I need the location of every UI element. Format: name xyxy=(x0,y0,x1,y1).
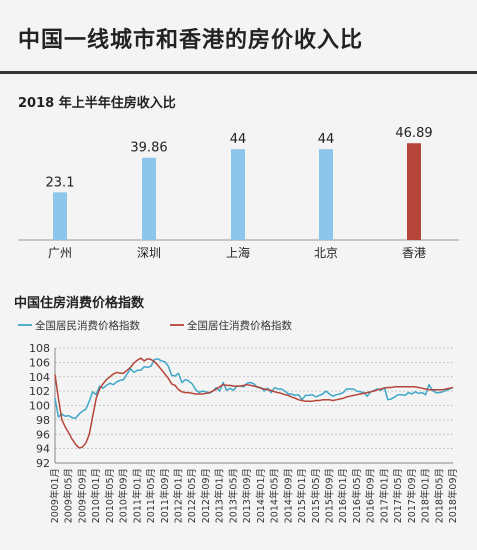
y-tick-label: 92 xyxy=(36,457,50,470)
series-line-1 xyxy=(54,358,454,420)
x-tick-label: 2012年05月 xyxy=(186,468,198,523)
bar-chart: 23.1 广州 39.86 深圳 44 上海 44 北京 46.89 香港 xyxy=(18,126,459,260)
x-tick-label: 2018年09月 xyxy=(447,468,459,523)
legend-label: 全国居住消费价格指数 xyxy=(187,319,292,332)
x-tick-label: 2011年05月 xyxy=(145,468,157,523)
x-tick-label: 2018年01月 xyxy=(420,468,432,523)
x-tick-label: 2016年05月 xyxy=(351,468,363,523)
x-tick-label: 2009年01月 xyxy=(49,468,61,523)
y-tick-label: 98 xyxy=(36,414,50,427)
bar-category-label: 深圳 xyxy=(137,246,161,260)
x-tick-label: 2014年01月 xyxy=(255,468,267,523)
bar-4 xyxy=(319,149,333,240)
x-tick-label: 2018年05月 xyxy=(433,468,445,523)
x-tick-label: 2015年09月 xyxy=(323,468,335,523)
x-tick-label: 2010年05月 xyxy=(104,468,116,523)
x-tick-label: 2009年09月 xyxy=(76,468,88,523)
legend-label: 全国居民消费价格指数 xyxy=(35,319,140,332)
x-tick-label: 2014年09月 xyxy=(282,468,294,523)
x-tick-label: 2010年09月 xyxy=(118,468,130,523)
x-tick-label: 2015年05月 xyxy=(310,468,322,523)
y-tick-label: 94 xyxy=(36,443,50,456)
bar-category-label: 上海 xyxy=(226,245,250,260)
bar-category-label: 香港 xyxy=(402,246,426,260)
x-tick-label: 2014年05月 xyxy=(269,468,281,523)
bar-category-label: 北京 xyxy=(314,246,338,260)
bar-5 xyxy=(407,143,421,240)
bar-chart-title: 2018 年上半年住房收入比 xyxy=(18,96,176,111)
x-tick-label: 2016年09月 xyxy=(365,468,377,523)
x-tick-label: 2017年01月 xyxy=(378,468,390,523)
line-chart-title: 中国住房消费价格指数 xyxy=(14,296,145,311)
x-tick-label: 2013年09月 xyxy=(241,468,253,523)
bar-value-label: 44 xyxy=(230,132,247,147)
y-tick-label: 100 xyxy=(29,400,50,413)
bar-3 xyxy=(231,149,245,240)
y-tick-label: 96 xyxy=(36,428,50,441)
bar-value-label: 39.86 xyxy=(130,141,167,156)
x-tick-label: 2012年09月 xyxy=(200,468,212,523)
y-tick-label: 106 xyxy=(29,356,50,369)
x-tick-label: 2017年05月 xyxy=(392,468,404,523)
legend: 全国居民消费价格指数 全国居住消费价格指数 xyxy=(18,319,292,332)
y-tick-label: 108 xyxy=(29,342,50,355)
bar-value-label: 44 xyxy=(318,132,335,147)
x-tick-label: 2010年01月 xyxy=(90,468,102,523)
x-tick-label: 2013年05月 xyxy=(227,468,239,523)
bar-value-label: 23.1 xyxy=(46,175,75,190)
x-tick-label: 2009年05月 xyxy=(63,468,75,523)
x-tick-label: 2013年01月 xyxy=(214,468,226,523)
bar-category-label: 广州 xyxy=(48,246,72,260)
y-tick-label: 102 xyxy=(29,385,50,398)
bar-value-label: 46.89 xyxy=(395,126,432,141)
page-title: 中国一线城市和香港的房价收入比 xyxy=(18,28,364,53)
bar-2 xyxy=(142,157,156,240)
x-tick-label: 2012年01月 xyxy=(173,468,185,523)
x-tick-label: 2015年01月 xyxy=(296,468,308,523)
x-tick-label: 2011年01月 xyxy=(131,468,143,523)
y-tick-label: 104 xyxy=(29,371,50,384)
x-tick-label: 2017年09月 xyxy=(406,468,418,523)
title-divider xyxy=(0,71,477,74)
bar-1 xyxy=(53,192,67,240)
x-tick-label: 2016年01月 xyxy=(337,468,349,523)
series-line-2 xyxy=(54,357,454,449)
x-tick-label: 2011年09月 xyxy=(159,468,171,523)
